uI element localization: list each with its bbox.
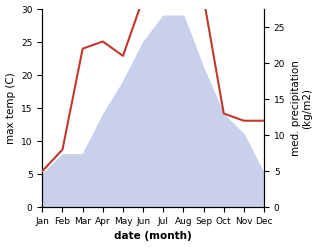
Y-axis label: med. precipitation
(kg/m2): med. precipitation (kg/m2) xyxy=(291,60,313,156)
Y-axis label: max temp (C): max temp (C) xyxy=(5,72,16,144)
X-axis label: date (month): date (month) xyxy=(114,231,192,242)
